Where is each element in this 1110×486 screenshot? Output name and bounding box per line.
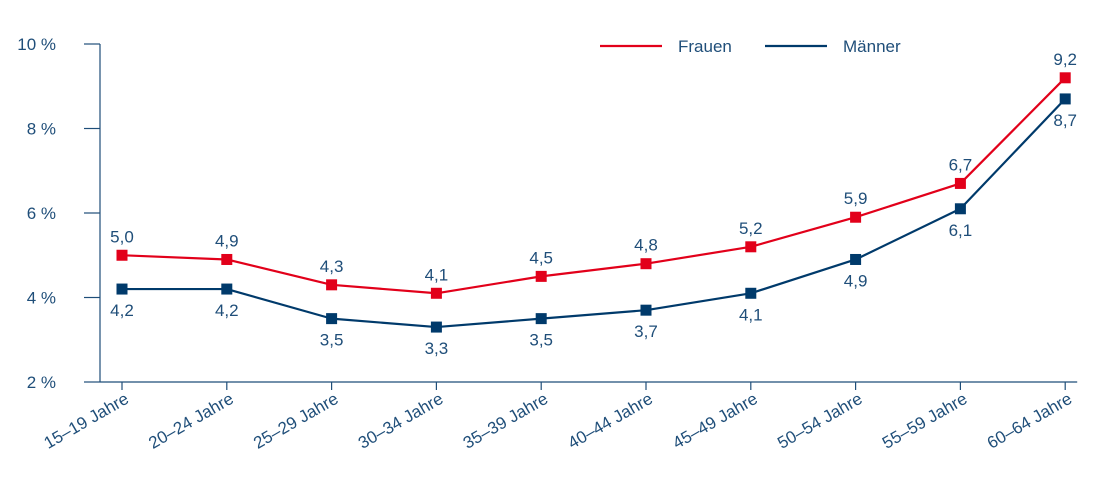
data-point-frauen bbox=[850, 211, 862, 223]
data-label-maenner: 8,7 bbox=[1053, 111, 1077, 130]
data-point-frauen bbox=[326, 279, 338, 291]
data-labels: 5,0 4,9 4,3 4,1 4,5 4,8 5,2 5,9 6,7 9,2 4,2 4,2 3,5 3… bbox=[110, 50, 1077, 358]
data-label-maenner: 3,7 bbox=[634, 322, 658, 341]
data-label-maenner: 4,1 bbox=[739, 305, 763, 324]
series-lines bbox=[121, 77, 1066, 329]
data-label-frauen: 9,2 bbox=[1053, 50, 1077, 69]
data-point-frauen bbox=[954, 177, 966, 189]
x-tick-label: 30–34 Jahre bbox=[355, 389, 446, 453]
y-tick-label: 8 % bbox=[27, 120, 56, 139]
data-point-maenner bbox=[640, 304, 652, 316]
x-tick-label: 15–19 Jahre bbox=[41, 389, 132, 453]
data-point-frauen bbox=[535, 270, 547, 282]
data-point-maenner bbox=[850, 253, 862, 265]
data-point-maenner bbox=[535, 313, 547, 325]
data-label-maenner: 4,2 bbox=[215, 301, 239, 320]
data-label-maenner: 3,5 bbox=[529, 331, 553, 350]
data-point-maenner bbox=[745, 287, 757, 299]
data-label-frauen: 6,7 bbox=[949, 155, 973, 174]
data-label-frauen: 4,9 bbox=[215, 231, 239, 250]
y-tick-label: 4 % bbox=[27, 289, 56, 308]
x-tick-label: 55–59 Jahre bbox=[879, 389, 970, 453]
series-line-frauen bbox=[121, 77, 1066, 295]
data-label-maenner: 4,2 bbox=[110, 301, 134, 320]
data-label-frauen: 5,9 bbox=[844, 189, 868, 208]
x-tick-label: 45–49 Jahre bbox=[669, 389, 760, 453]
data-point-frauen bbox=[430, 287, 442, 299]
legend-label-frauen: Frauen bbox=[678, 37, 732, 56]
legend: Frauen Männer bbox=[600, 37, 901, 56]
data-label-frauen: 4,5 bbox=[529, 248, 553, 267]
data-point-frauen bbox=[640, 258, 652, 270]
data-point-frauen bbox=[116, 249, 128, 261]
data-point-frauen bbox=[745, 241, 757, 253]
data-label-frauen: 4,3 bbox=[320, 257, 344, 276]
data-label-frauen: 4,8 bbox=[634, 236, 658, 255]
data-label-maenner: 4,9 bbox=[844, 271, 868, 290]
x-tick-label: 35–39 Jahre bbox=[460, 389, 551, 453]
data-point-maenner bbox=[430, 321, 442, 333]
data-point-maenner bbox=[221, 283, 233, 295]
data-label-frauen: 5,0 bbox=[110, 227, 134, 246]
data-point-maenner bbox=[326, 313, 338, 325]
data-label-maenner: 6,1 bbox=[949, 221, 973, 240]
x-tick-label: 40–44 Jahre bbox=[565, 389, 656, 453]
x-tick-label: 60–64 Jahre bbox=[984, 389, 1075, 453]
data-label-maenner: 3,3 bbox=[425, 339, 449, 358]
data-label-frauen: 4,1 bbox=[425, 265, 449, 284]
y-tick-label: 2 % bbox=[27, 373, 56, 392]
x-tick-label: 25–29 Jahre bbox=[250, 389, 341, 453]
data-point-frauen bbox=[1059, 72, 1071, 84]
y-tick-label: 6 % bbox=[27, 204, 56, 223]
axes: 2 % 4 % 6 % 8 % 10 % 15–19 Jahre 20–24 Jahre 25… bbox=[17, 35, 1078, 453]
series-line-maenner bbox=[122, 98, 1066, 329]
x-tick-label: 20–24 Jahre bbox=[145, 389, 236, 453]
data-point-frauen bbox=[221, 253, 233, 265]
data-label-frauen: 5,2 bbox=[739, 219, 763, 238]
legend-label-maenner: Männer bbox=[843, 37, 901, 56]
x-tick-label: 50–54 Jahre bbox=[774, 389, 865, 453]
data-point-maenner bbox=[116, 283, 128, 295]
markers bbox=[116, 72, 1071, 333]
y-tick-label: 10 % bbox=[17, 35, 56, 54]
data-label-maenner: 3,5 bbox=[320, 331, 344, 350]
data-point-maenner bbox=[1059, 93, 1071, 105]
data-point-maenner bbox=[954, 203, 966, 215]
